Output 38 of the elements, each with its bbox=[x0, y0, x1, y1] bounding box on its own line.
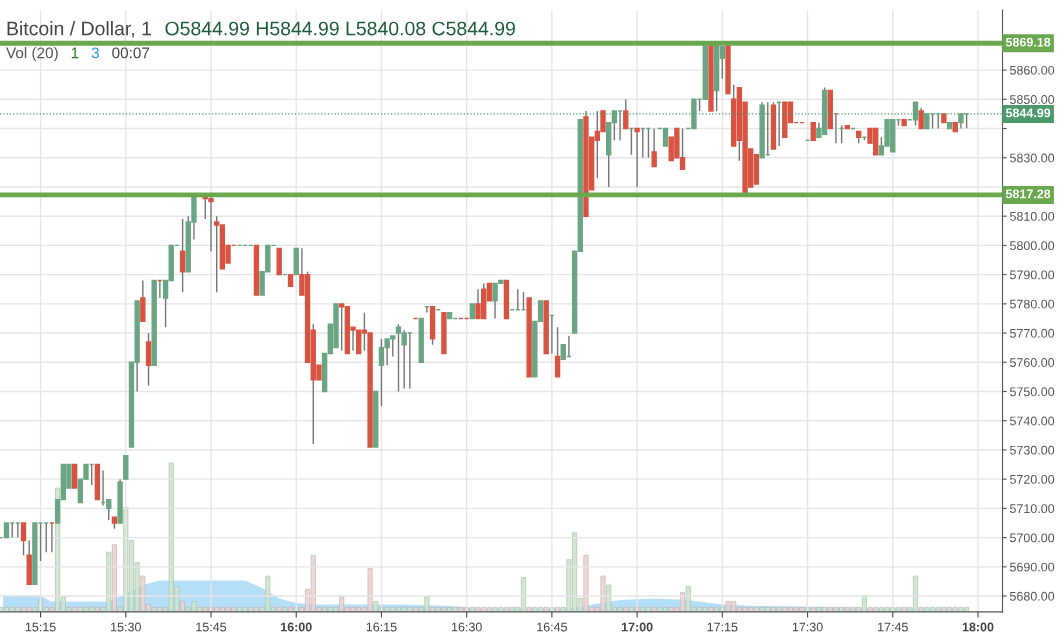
y-tick-label: 5770.00 bbox=[1009, 328, 1055, 338]
x-tick-label: 17:30 bbox=[792, 622, 823, 632]
y-tick-label: 5790.00 bbox=[1009, 270, 1055, 280]
y-tick-label: 5850.00 bbox=[1009, 95, 1055, 104]
x-tick-label: 17:15 bbox=[707, 622, 738, 632]
y-tick-label: 5860.00 bbox=[1009, 65, 1055, 75]
x-tick-label: 16:45 bbox=[537, 622, 567, 632]
y-tick-label: 5720.00 bbox=[1009, 474, 1055, 484]
y-tick-label: 5690.00 bbox=[1009, 562, 1055, 572]
y-tick-label: 5750.00 bbox=[1009, 387, 1055, 397]
ref-line-label: 5844.99 bbox=[1005, 108, 1051, 118]
x-tick-label: 17:00 bbox=[621, 622, 653, 632]
annotation: 3 bbox=[91, 47, 99, 59]
chart-title: Bitcoin / Dollar, 1 bbox=[7, 21, 151, 38]
y-tick-label: 5800.00 bbox=[1009, 241, 1055, 251]
y-tick-label: 5830.00 bbox=[1009, 153, 1055, 163]
x-tick-label: 15:30 bbox=[111, 622, 141, 632]
x-tick-label: 16:00 bbox=[281, 622, 312, 632]
ref-line-label: 5869.18 bbox=[1005, 37, 1051, 47]
ref-line-label: 5817.28 bbox=[1005, 189, 1051, 199]
annotation: 00:07 bbox=[112, 47, 150, 59]
x-tick-label: 17:45 bbox=[878, 622, 908, 632]
x-tick-label: 16:15 bbox=[366, 622, 397, 632]
y-tick-label: 5680.00 bbox=[1009, 591, 1055, 601]
y-tick-label: 5760.00 bbox=[1009, 358, 1055, 367]
x-tick-label: 15:45 bbox=[196, 622, 227, 632]
chart-subtitle: O5844.99 H5844.99 L5840.08 C5844.99 bbox=[165, 21, 515, 36]
y-tick-label: 5740.00 bbox=[1009, 416, 1055, 426]
y-tick-label: 5700.00 bbox=[1009, 533, 1055, 543]
y-tick-label: 5780.00 bbox=[1009, 299, 1055, 309]
x-tick-label: 15:15 bbox=[25, 622, 56, 632]
x-tick-label: 16:30 bbox=[451, 622, 482, 632]
annotation: 1 bbox=[71, 47, 79, 59]
annotation: Vol (20) bbox=[6, 47, 58, 62]
y-tick-label: 5810.00 bbox=[1009, 211, 1055, 221]
x-tick-label: 18:00 bbox=[962, 622, 994, 632]
y-tick-label: 5710.00 bbox=[1009, 504, 1055, 514]
y-tick-label: 5730.00 bbox=[1009, 445, 1055, 455]
